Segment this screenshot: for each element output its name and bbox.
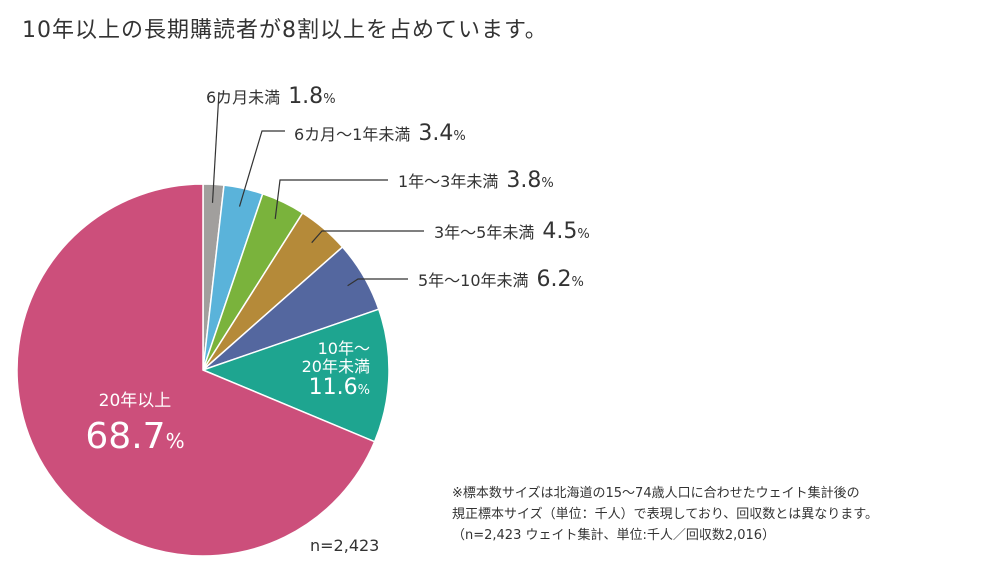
footnote-line: （n=2,423 ウェイト集計、単位:千人／回収数2,016） bbox=[452, 528, 776, 543]
slice-label-text: 5年〜10年未満 bbox=[418, 271, 529, 290]
pie-slice bbox=[200, 308, 390, 443]
footnote-line: 規正標本サイズ（単位：千人）で表現しており、回収数とは異なります。 bbox=[452, 507, 879, 522]
slice-label-text: 20年以上 bbox=[98, 391, 172, 411]
slice-value: 3.4% bbox=[418, 121, 466, 146]
sample-size-label: n=2,423 bbox=[310, 536, 380, 555]
slice-label-6-months-to-1-year: 6カ月〜1年未満 3.4% bbox=[294, 121, 466, 146]
leader-line bbox=[347, 278, 408, 287]
leader-line bbox=[311, 230, 424, 244]
slice-label-1-to-3-years: 1年〜3年未満 3.8% bbox=[398, 168, 554, 193]
slice-value: 1.8% bbox=[288, 84, 336, 109]
pie-slice bbox=[16, 183, 376, 557]
leader-line bbox=[274, 179, 388, 220]
footnote-line: ※標本数サイズは北海道の15〜74歳人口に合わせたウェイト集計後の bbox=[452, 486, 860, 501]
slice-value: 3.8% bbox=[506, 168, 554, 193]
slice-label-under-6-months: 6カ月未満 1.8% bbox=[206, 84, 336, 109]
slice-label-line: 20年未満 bbox=[301, 356, 370, 376]
slice-label-text: 6カ月未満 bbox=[206, 88, 281, 107]
slice-value: 11.6% bbox=[308, 374, 370, 400]
slice-value: 4.5% bbox=[542, 219, 590, 244]
leader-line bbox=[238, 130, 285, 207]
chart-title: 10年以上の長期購読者が8割以上を占めています。 bbox=[22, 18, 548, 43]
slice-value: 6.2% bbox=[536, 267, 584, 292]
slice-label-10-to-20-years: 10年〜 20年未満 11.6% bbox=[288, 340, 370, 400]
slice-label-3-to-5-years: 3年〜5年未満 4.5% bbox=[434, 219, 590, 244]
slice-label-text: 6カ月〜1年未満 bbox=[294, 125, 411, 144]
leader-line bbox=[211, 91, 220, 203]
footnote: ※標本数サイズは北海道の15〜74歳人口に合わせたウェイト集計後の 規正標本サイ… bbox=[452, 483, 992, 546]
slice-label-text: 1年〜3年未満 bbox=[398, 172, 499, 191]
slice-label-5-to-10-years: 5年〜10年未満 6.2% bbox=[418, 267, 584, 292]
slice-label-20-years-plus: 20年以上 68.7% bbox=[70, 391, 200, 458]
slice-value: 68.7% bbox=[85, 416, 185, 458]
slice-label-text: 3年〜5年未満 bbox=[434, 223, 535, 242]
slice-label-line: 10年〜 bbox=[317, 339, 370, 358]
